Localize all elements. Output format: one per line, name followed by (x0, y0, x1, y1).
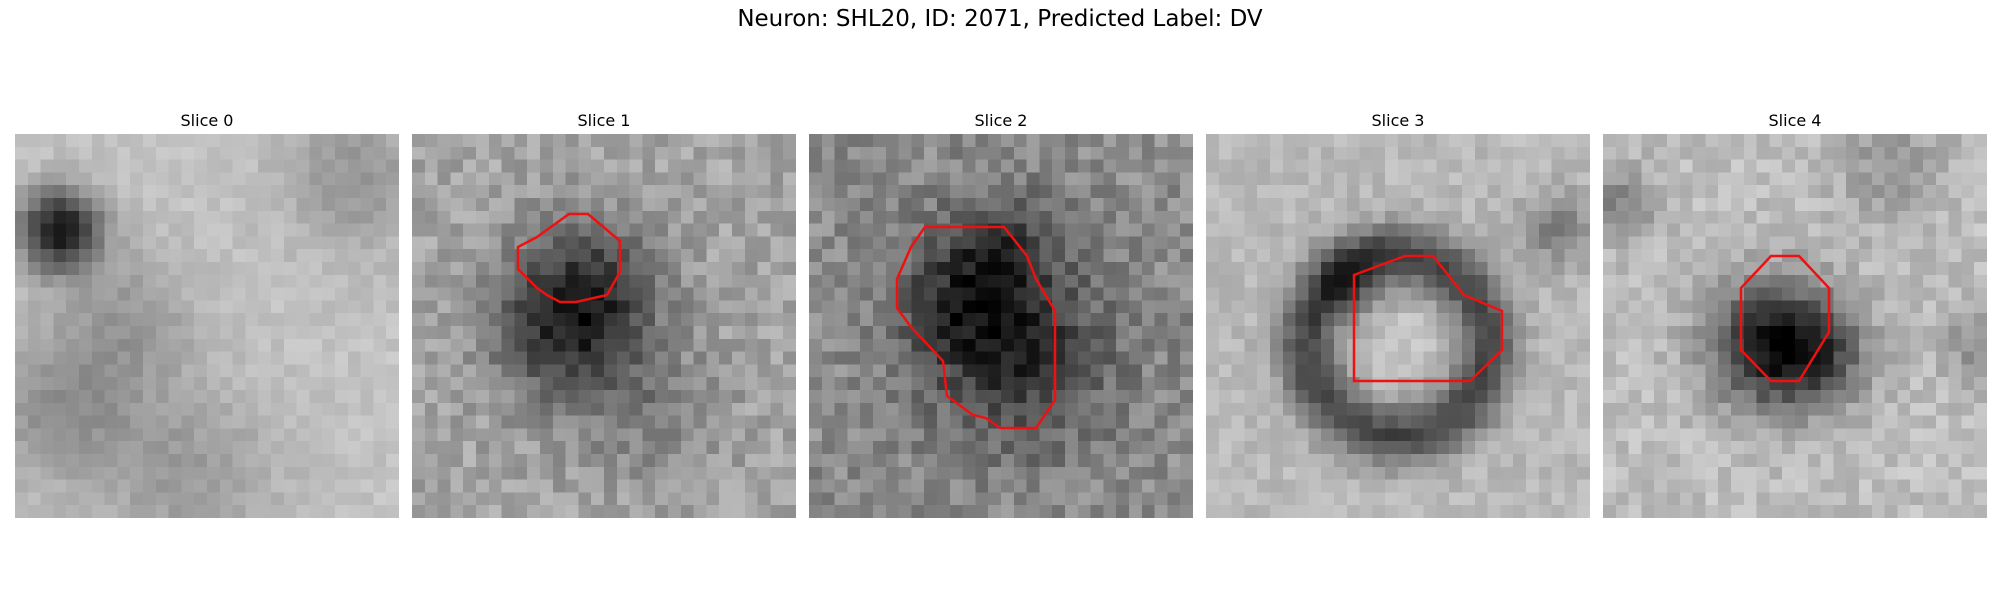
roi-contour (1739, 254, 1831, 383)
slice-image (1206, 134, 1590, 518)
roi-contour (516, 212, 622, 304)
grayscale-patch (1206, 134, 1590, 518)
grayscale-patch (809, 134, 1193, 518)
slice-title: Slice 4 (1768, 111, 1822, 130)
roi-contour (895, 225, 1057, 430)
slice-panel-0: Slice 0 (15, 108, 399, 518)
slice-panel-1: Slice 1 (412, 108, 796, 518)
grayscale-patch (412, 134, 796, 518)
slice-panel-4: Slice 4 (1603, 108, 1987, 518)
slice-panel-3: Slice 3 (1206, 108, 1590, 518)
slice-image (1603, 134, 1987, 518)
grayscale-patch (15, 134, 399, 518)
slice-image (809, 134, 1193, 518)
slice-title: Slice 0 (180, 111, 234, 130)
slice-image (15, 134, 399, 518)
slice-title: Slice 3 (1371, 111, 1425, 130)
slice-title: Slice 2 (974, 111, 1028, 130)
slice-title: Slice 1 (577, 111, 631, 130)
figure-title: Neuron: SHL20, ID: 2071, Predicted Label… (737, 6, 1263, 32)
slice-panel-2: Slice 2 (809, 108, 1193, 518)
roi-contour (1352, 254, 1504, 383)
slice-image (412, 134, 796, 518)
grayscale-patch (1603, 134, 1987, 518)
